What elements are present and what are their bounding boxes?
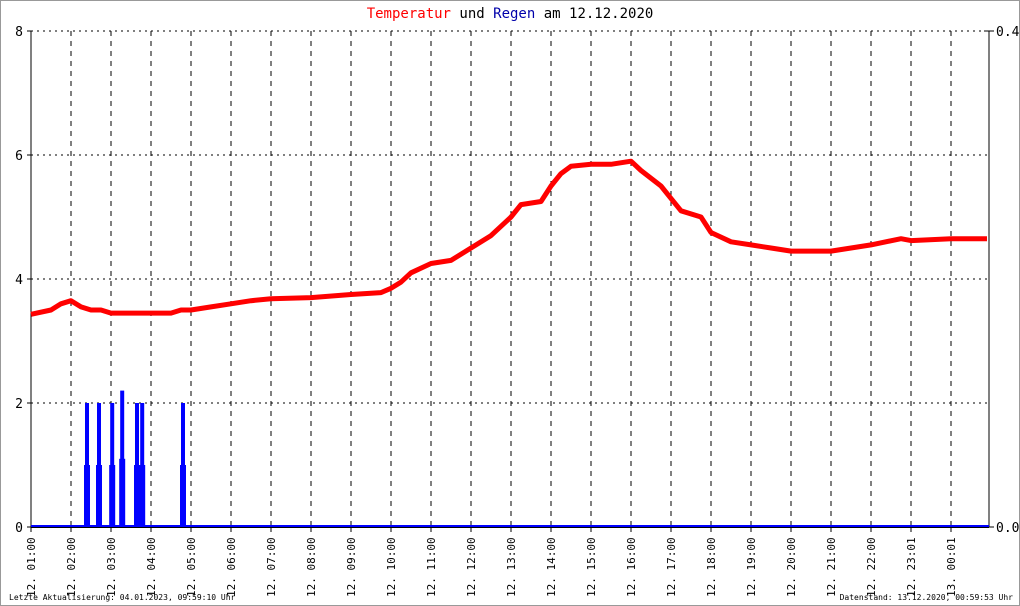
x-tick-label: 12. 04:00 — [145, 537, 158, 597]
title-temperature: Temperatur — [366, 6, 451, 22]
x-tick-label: 12. 01:00 — [25, 537, 38, 597]
x-tick-label: 12. 07:00 — [265, 537, 278, 597]
x-tick-label: 12. 17:00 — [665, 537, 678, 597]
rain-bar-base — [84, 465, 90, 527]
y-tick-label-left: 6 — [15, 149, 23, 164]
x-tick-label: 12. 21:00 — [825, 537, 838, 597]
x-tick-label: 12. 15:00 — [585, 537, 598, 597]
x-tick-label: 12. 18:00 — [705, 537, 718, 597]
title-and: und — [450, 6, 494, 22]
rain-bar-base — [96, 465, 102, 527]
y-tick-label-left: 0 — [15, 521, 23, 536]
x-tick-label: 12. 09:00 — [345, 537, 358, 597]
x-tick-label: 12. 22:00 — [865, 537, 878, 597]
title-rain: Regen — [493, 6, 536, 22]
x-tick-label: 12. 08:00 — [305, 537, 318, 597]
y-tick-label-right: 0.4 — [996, 25, 1019, 40]
x-tick-label: 12. 14:00 — [545, 537, 558, 597]
x-tick-label: 12. 12:00 — [465, 537, 478, 597]
x-tick-label: 12. 02:00 — [65, 537, 78, 597]
data-status: Datenstand: 13.12.2020, 00:59:53 Uhr — [839, 593, 1013, 602]
title-date: am 12.12.2020 — [535, 6, 654, 22]
x-tick-label: 12. 06:00 — [225, 537, 238, 597]
x-tick-label: 12. 13:00 — [505, 537, 518, 597]
y-tick-label-left: 4 — [15, 273, 23, 288]
x-tick-label: 12. 05:00 — [185, 537, 198, 597]
y-tick-label-left: 8 — [15, 25, 23, 40]
x-tick-label: 12. 16:00 — [625, 537, 638, 597]
x-tick-label: 12. 11:00 — [425, 537, 438, 597]
last-update: Letzte Aktualisierung: 04.01.2023, 09:59… — [9, 593, 236, 602]
y-tick-label-left: 2 — [15, 397, 23, 412]
x-tick-label: 12. 10:00 — [385, 537, 398, 597]
temperature-line — [30, 158, 987, 317]
x-tick-label: 12. 19:00 — [745, 537, 758, 597]
rain-bar-base — [139, 465, 146, 527]
rain-bar-base — [109, 465, 116, 527]
y-tick-label-right: 0.0 — [996, 521, 1019, 536]
x-tick-label: 12. 23:01 — [905, 537, 918, 597]
rain-bar-base — [134, 465, 140, 527]
x-tick-label: 12. 03:00 — [105, 537, 118, 597]
x-tick-label: 12. 20:00 — [785, 537, 798, 597]
rain-bar-base — [180, 465, 186, 527]
x-tick-label: 13. 00:01 — [945, 537, 958, 597]
rain-bar-base — [119, 458, 126, 527]
chart-title: Temperatur und Regen am 12.12.2020 — [1, 6, 1019, 22]
